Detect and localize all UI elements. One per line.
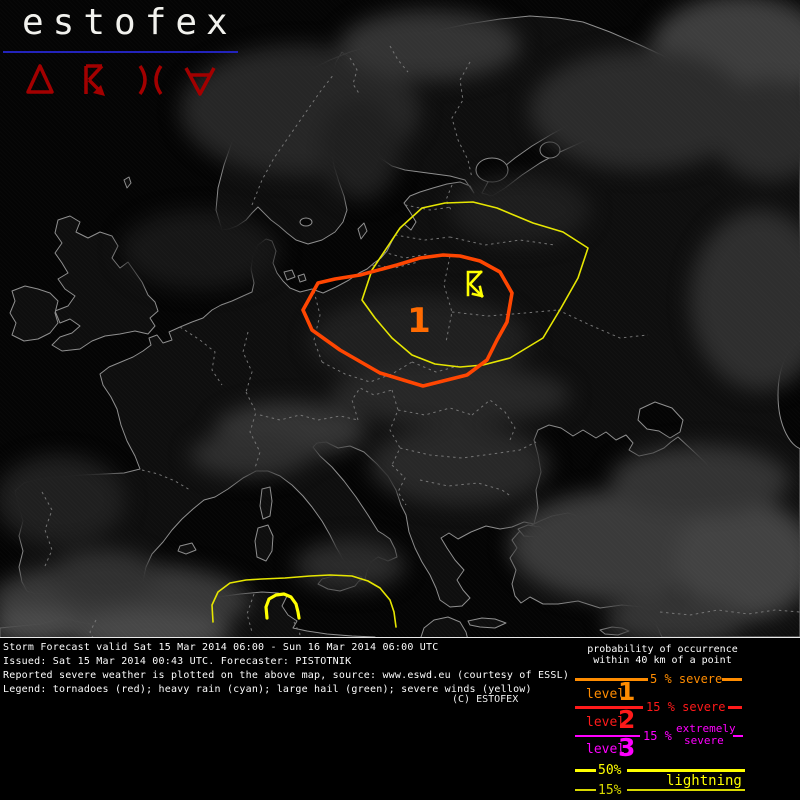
sardinia bbox=[254, 524, 274, 562]
hail-icon bbox=[138, 64, 163, 96]
level1-digit: 1 bbox=[618, 677, 636, 706]
extreme-event-icon bbox=[184, 67, 216, 96]
shetland bbox=[123, 176, 132, 189]
lightning-15-line bbox=[627, 789, 745, 791]
lightning-15pct-contour-tunisia bbox=[211, 574, 397, 628]
ireland bbox=[9, 285, 59, 342]
lightning-15-label: 15% bbox=[598, 783, 622, 798]
issued-text: Issued: Sat 15 Mar 2014 00:43 UTC. Forec… bbox=[3, 656, 352, 667]
cyrenaica bbox=[420, 616, 468, 637]
level3-word: level bbox=[586, 742, 626, 757]
europe-satellite-map: 1 bbox=[0, 0, 800, 637]
valid-time-text: Storm Forecast valid Sat 15 Mar 2014 06:… bbox=[3, 642, 439, 653]
cloud-layer bbox=[0, 0, 800, 637]
gotland bbox=[357, 222, 368, 240]
level2-digit: 2 bbox=[618, 705, 636, 734]
level3-threshold-label2: extremely bbox=[676, 722, 736, 735]
source-text: Reported severe weather is plotted on th… bbox=[3, 670, 570, 681]
severe-wind-report-icon bbox=[466, 270, 484, 298]
level1-contour bbox=[301, 253, 514, 388]
level1-word: level bbox=[586, 687, 626, 702]
country-borders bbox=[41, 45, 800, 637]
great-britain bbox=[51, 215, 159, 352]
report-legend-text: Legend: tornadoes (red); heavy rain (cya… bbox=[3, 684, 532, 695]
danish-islands bbox=[283, 269, 307, 283]
lightning-50pct-contour-tunisia bbox=[264, 592, 301, 620]
level2-word: level bbox=[586, 715, 626, 730]
lightning-label: lightning bbox=[666, 773, 742, 789]
wind-gust-icon bbox=[84, 64, 105, 96]
level3-digit: 3 bbox=[618, 733, 636, 762]
level3-threshold-label: 15 % bbox=[643, 729, 672, 743]
level2-threshold-label: 15 % severe bbox=[646, 700, 726, 714]
forecast-map: 1 estofex bbox=[0, 0, 800, 637]
sea-of-azov bbox=[637, 401, 684, 439]
legend-header: probability of occurrence within 40 km o… bbox=[587, 644, 738, 666]
logo-symbols bbox=[26, 64, 216, 96]
lake-vanern bbox=[299, 217, 313, 227]
level2-threshold-line bbox=[575, 706, 643, 709]
tornado-icon bbox=[26, 64, 54, 94]
logo-underline bbox=[3, 51, 238, 53]
level3-threshold-line bbox=[733, 735, 743, 737]
level3-threshold-label3: severe bbox=[684, 734, 724, 747]
level1-threshold-line bbox=[722, 678, 742, 681]
level1-area-label: 1 bbox=[407, 301, 431, 341]
level3-threshold-line bbox=[575, 735, 640, 737]
level1-threshold-label: 5 % severe bbox=[650, 672, 723, 686]
crete bbox=[467, 617, 507, 629]
lightning-50-line bbox=[627, 769, 745, 772]
logo-title: estofex bbox=[22, 2, 237, 43]
mallorca bbox=[177, 542, 197, 555]
copyright: (C) ESTOFEX bbox=[452, 694, 519, 705]
corsica bbox=[259, 486, 273, 520]
lightning-50-label: 50% bbox=[598, 763, 622, 778]
level1-threshold-line bbox=[575, 678, 648, 681]
lightning-50-line bbox=[575, 769, 596, 772]
estofex-logo: estofex bbox=[0, 0, 250, 110]
lightning-15-line bbox=[575, 789, 596, 791]
level2-threshold-line bbox=[728, 706, 742, 709]
footer: Storm Forecast valid Sat 15 Mar 2014 06:… bbox=[0, 638, 800, 800]
map-footer-divider bbox=[0, 637, 800, 638]
